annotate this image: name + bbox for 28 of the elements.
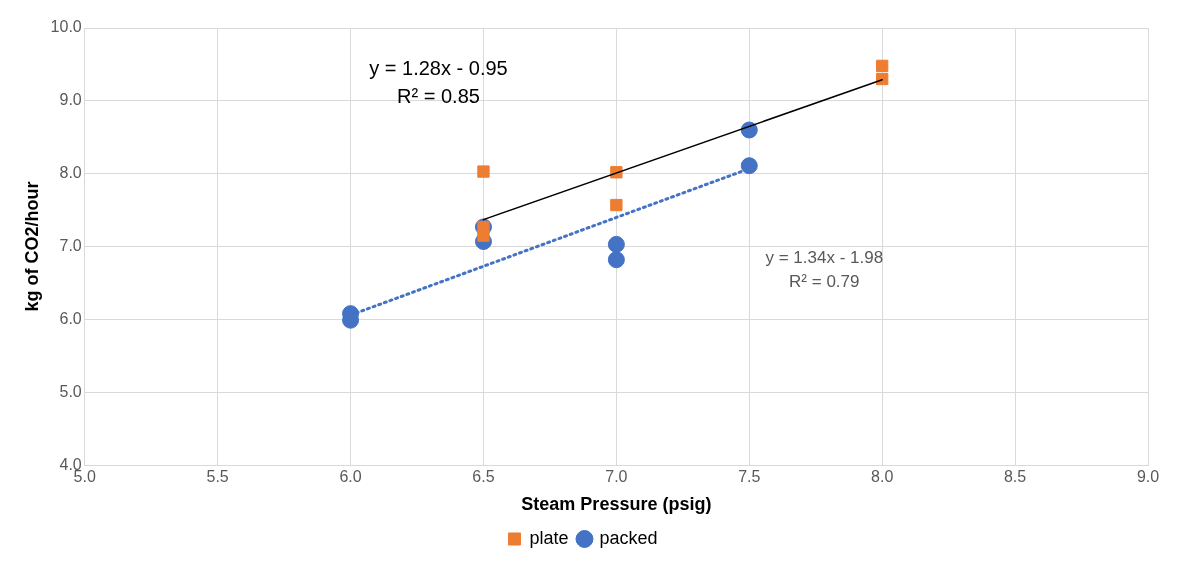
point — [477, 165, 490, 178]
x-tick-label: 8.0 — [871, 468, 894, 486]
y-tick-label: 8.0 — [59, 164, 82, 182]
x-tick-label: 5.0 — [73, 468, 96, 486]
x-axis-title: Steam Pressure (psig) — [521, 494, 712, 515]
y-tick-label: 5.0 — [59, 382, 82, 400]
point — [477, 229, 490, 242]
legend-label: packed — [599, 527, 658, 548]
point — [876, 59, 889, 73]
y-tick-label: 6.0 — [59, 309, 82, 327]
x-tick-label: 7.5 — [738, 468, 761, 486]
point — [607, 235, 625, 253]
y-tick-label: 9.0 — [59, 91, 82, 109]
x-tick-label: 7.0 — [605, 468, 628, 486]
x-tick-label: 6.0 — [339, 468, 362, 486]
y-tick-label: 7.0 — [59, 237, 82, 255]
x-tick-label: 8.5 — [1003, 468, 1027, 486]
point — [740, 157, 758, 175]
point — [610, 198, 623, 212]
x-tick-label: 6.5 — [472, 468, 495, 486]
y-tick-label: 10.0 — [50, 18, 82, 36]
x-tick-label: 9.0 — [1136, 468, 1160, 486]
annotation: y = 1.34x - 1.98 R² = 0.79 — [765, 248, 884, 292]
annotation: y = 1.28x - 0.95 R² = 0.85 — [369, 57, 508, 108]
point — [607, 251, 625, 269]
x-tick-label: 5.5 — [206, 468, 229, 486]
y-axis-title: kg of CO2/hour — [21, 181, 42, 312]
legend-label: plate — [529, 527, 569, 548]
